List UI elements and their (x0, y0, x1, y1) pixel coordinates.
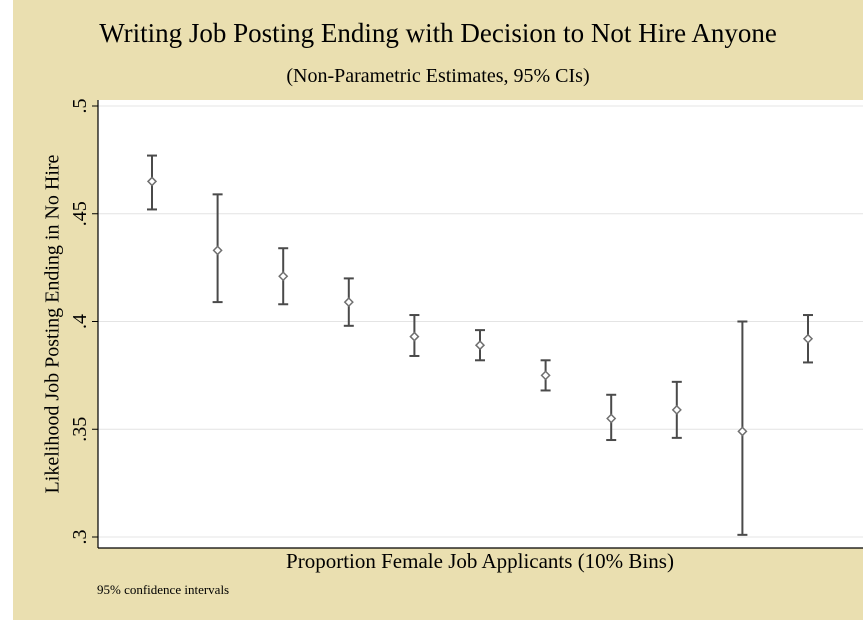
estimate-point (606, 413, 617, 424)
y-tick-label: .4 (69, 314, 91, 329)
chart-note: 95% confidence intervals (97, 582, 230, 597)
y-tick-label: .3 (69, 530, 91, 545)
chart-title: Writing Job Posting Ending with Decision… (99, 18, 777, 48)
estimate-point (474, 340, 486, 351)
plot-area: .3 .35 .4 .45 .5 (69, 99, 863, 549)
estimate-point (671, 404, 682, 415)
estimate-point (409, 331, 420, 342)
estimate-point (802, 333, 814, 344)
estimate-point (278, 271, 289, 282)
estimate-point (737, 426, 748, 437)
estimate-point (212, 245, 223, 256)
plot-panel (98, 100, 863, 548)
chart-subtitle: (Non-Parametric Estimates, 95% CIs) (286, 65, 590, 87)
y-tick-label: .35 (69, 417, 91, 442)
estimate-point (540, 370, 551, 381)
estimate-point (343, 297, 354, 308)
x-axis-label: Proportion Female Job Applicants (10% Bi… (286, 549, 674, 573)
y-tick-label: .45 (69, 201, 91, 226)
estimate-point (146, 176, 158, 187)
y-tick-label: .5 (69, 99, 91, 114)
chart-background: Writing Job Posting Ending with Decision… (13, 0, 863, 620)
